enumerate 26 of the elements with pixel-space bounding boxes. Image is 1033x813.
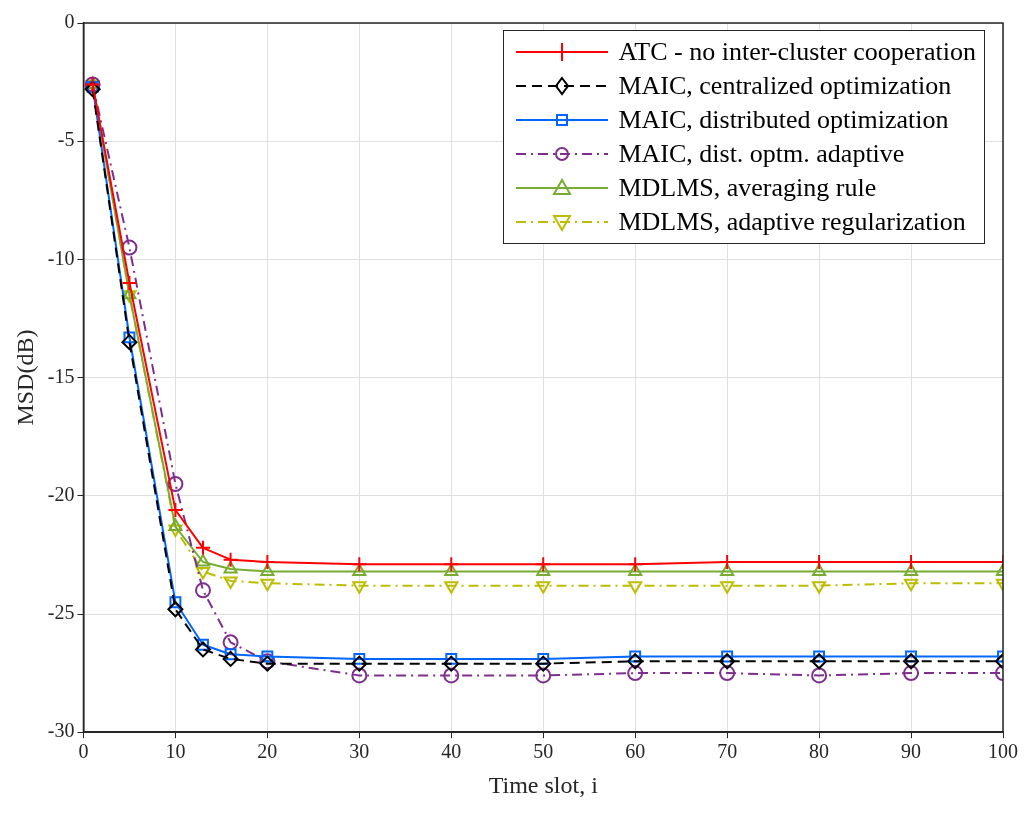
y-tick-label: -10 <box>47 246 75 269</box>
x-tick-label: 80 <box>809 740 830 763</box>
legend-label: MAIC, centralized optimization <box>618 70 952 102</box>
x-tick-label: 20 <box>257 740 278 763</box>
x-tick-label: 60 <box>625 740 646 763</box>
x-axis-title: Time slot, i <box>488 771 599 798</box>
y-axis-title: MSD(dB) <box>11 329 38 426</box>
y-tick-label: -25 <box>47 601 75 624</box>
y-tick-label: -30 <box>47 719 75 742</box>
legend-label: MAIC, distributed optimization <box>618 104 949 136</box>
x-tick-label: 90 <box>901 740 922 763</box>
x-tick-label: 70 <box>717 740 738 763</box>
x-tick-label: 0 <box>78 740 89 763</box>
legend-label: MDLMS, averaging rule <box>618 172 877 204</box>
x-tick-label: 40 <box>441 740 462 763</box>
y-tick-label: -5 <box>57 128 75 151</box>
legend-label: ATC - no inter-cluster cooperation <box>618 36 976 68</box>
x-tick-label: 10 <box>165 740 186 763</box>
y-tick-label: -15 <box>47 364 75 387</box>
x-tick-label: 50 <box>533 740 554 763</box>
legend-label: MDLMS, adaptive regularization <box>618 206 966 238</box>
x-tick-label: 100 <box>988 740 1018 763</box>
y-tick-label: -20 <box>47 483 75 506</box>
legend-label: MAIC, dist. optm. adaptive <box>618 138 905 170</box>
x-tick-label: 30 <box>349 740 370 763</box>
y-tick-label: 0 <box>64 10 75 33</box>
